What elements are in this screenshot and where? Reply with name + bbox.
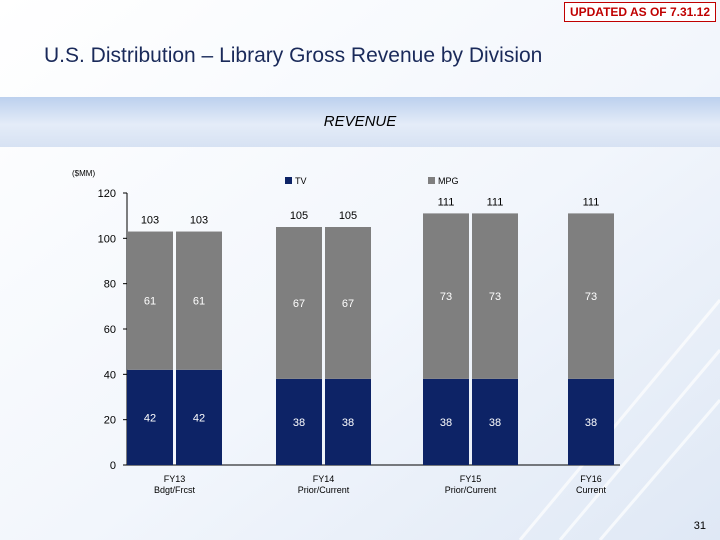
y-tick-label: 40 [104, 369, 116, 381]
x-category-sublabel: Prior/Current [298, 485, 350, 495]
legend-swatch-mpg [428, 177, 435, 184]
data-label-mpg: 73 [440, 291, 452, 303]
x-category-label: FY16 [580, 474, 602, 484]
data-label-total: 111 [583, 196, 600, 208]
page-title: U.S. Distribution – Library Gross Revenu… [44, 44, 543, 67]
bar-tv [176, 369, 222, 465]
x-category-sublabel: Bdgt/Frcst [154, 485, 196, 495]
bar-mpg [127, 231, 173, 370]
data-label-total: 105 [339, 210, 357, 222]
data-label-total: 111 [487, 196, 504, 208]
data-label-tv: 38 [293, 417, 305, 429]
x-category-label: FY15 [460, 474, 482, 484]
x-category-label: FY14 [313, 474, 335, 484]
x-category-sublabel: Prior/Current [445, 485, 497, 495]
bar-mpg [472, 213, 518, 379]
data-label-tv: 42 [144, 412, 156, 424]
bar-mpg [276, 227, 322, 379]
legend-label-mpg: MPG [438, 176, 459, 186]
data-label-total: 103 [190, 215, 208, 227]
bar-tv [325, 378, 371, 465]
bar-tv [472, 378, 518, 465]
y-tick-label: 100 [98, 233, 116, 245]
unit-label: ($MM) [72, 169, 95, 178]
bar-tv [423, 378, 469, 465]
data-label-mpg: 61 [193, 296, 205, 308]
y-tick-label: 80 [104, 279, 116, 291]
bar-mpg [568, 213, 614, 379]
data-label-mpg: 73 [489, 291, 501, 303]
bar-tv [276, 378, 322, 465]
section-label: REVENUE [323, 113, 397, 130]
data-label-mpg: 67 [293, 298, 305, 310]
data-label-tv: 38 [489, 417, 501, 429]
bar-mpg [176, 231, 222, 370]
data-label-mpg: 73 [585, 291, 597, 303]
data-label-tv: 38 [585, 417, 597, 429]
data-label-tv: 42 [193, 412, 205, 424]
data-label-tv: 38 [342, 417, 354, 429]
legend-label-tv: TV [295, 176, 307, 186]
data-label-mpg: 67 [342, 298, 354, 310]
bar-mpg [423, 213, 469, 379]
bar-tv [127, 369, 173, 465]
legend-swatch-tv [285, 177, 292, 184]
data-label-tv: 38 [440, 417, 452, 429]
y-tick-label: 20 [104, 415, 116, 427]
data-label-mpg: 61 [144, 296, 156, 308]
y-tick-label: 0 [110, 460, 116, 472]
updated-stamp: UPDATED AS OF 7.31.12 [563, 2, 716, 22]
data-label-total: 111 [438, 196, 455, 208]
section-band [0, 97, 720, 147]
y-tick-label: 120 [98, 188, 116, 200]
data-label-total: 105 [290, 210, 308, 222]
x-category-label: FY13 [164, 474, 186, 484]
y-tick-label: 60 [104, 324, 116, 336]
bar-tv [568, 378, 614, 465]
x-category-sublabel: Current [576, 485, 607, 495]
data-label-total: 103 [141, 215, 159, 227]
bar-mpg [325, 227, 371, 379]
page-number: 31 [693, 520, 706, 532]
